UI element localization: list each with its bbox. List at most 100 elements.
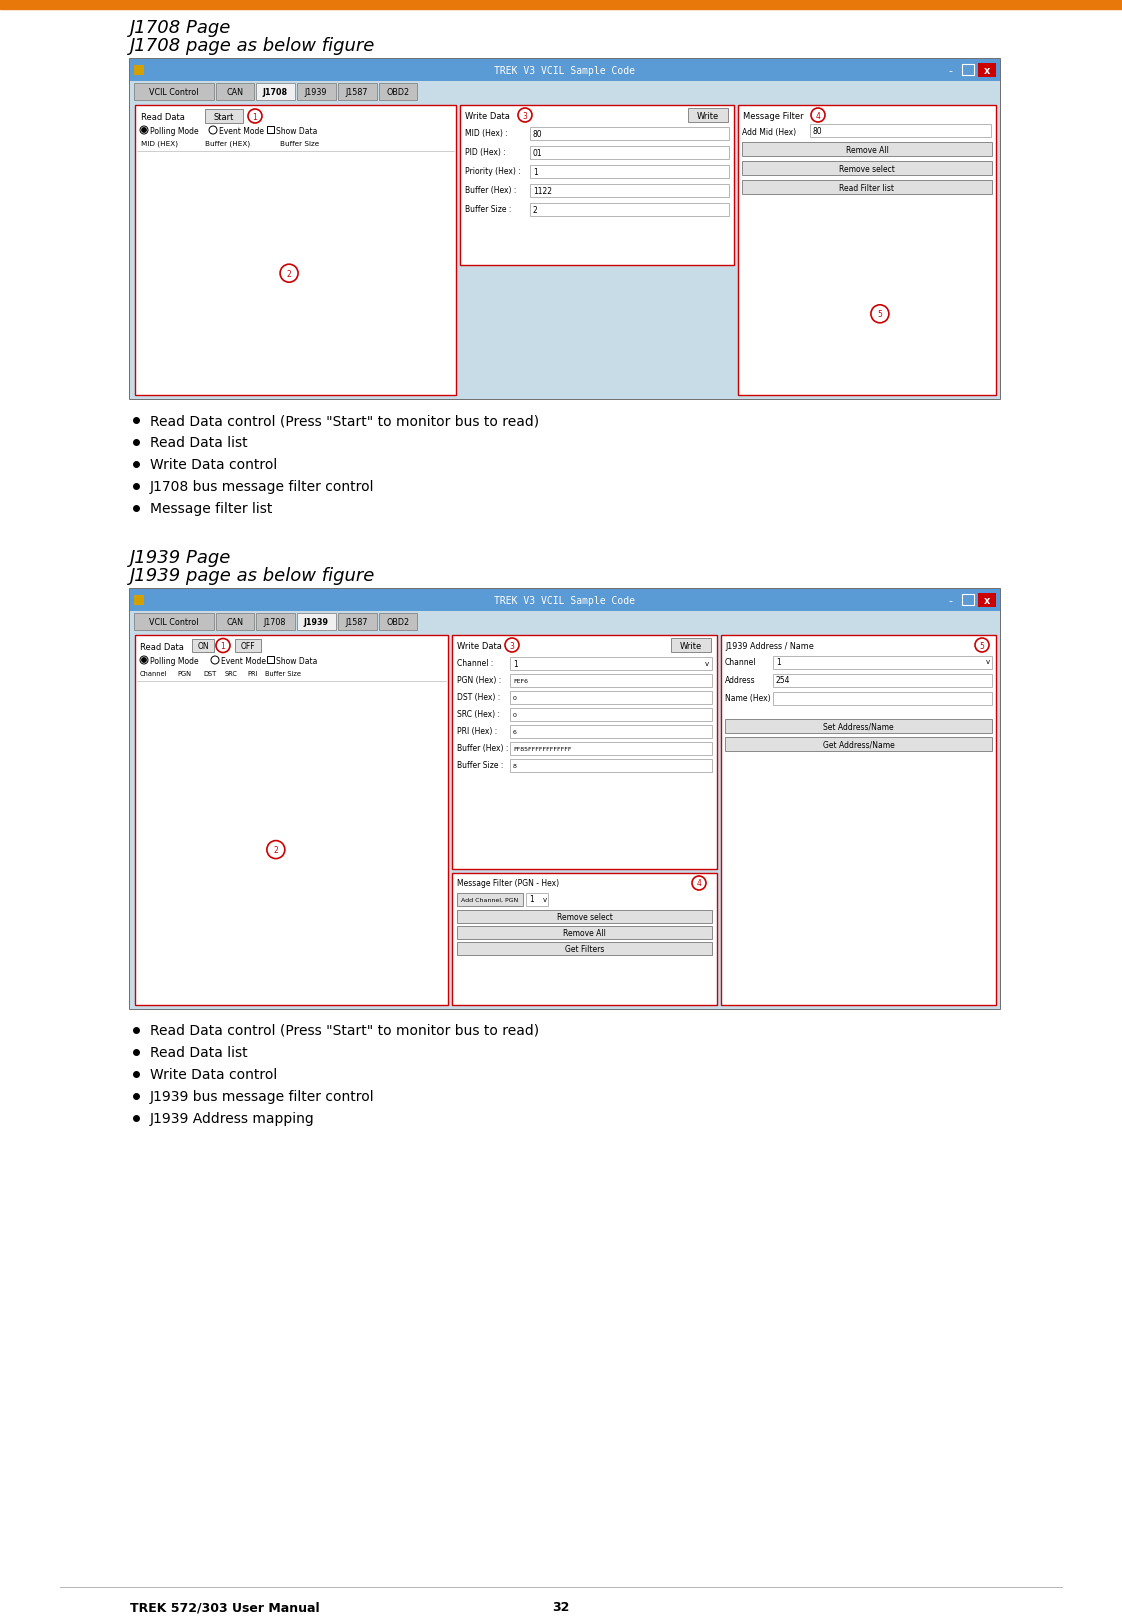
Text: Read Data: Read Data: [140, 643, 184, 651]
Text: Read Filter list: Read Filter list: [839, 183, 894, 193]
Text: VCIL Control: VCIL Control: [149, 617, 199, 626]
Text: TREK V3 VCIL Sample Code: TREK V3 VCIL Sample Code: [495, 67, 635, 76]
Text: Polling Mode: Polling Mode: [150, 127, 199, 135]
Text: 4: 4: [816, 112, 820, 120]
Bar: [130, 60, 1000, 81]
Bar: [338, 613, 377, 631]
Text: Remove All: Remove All: [846, 146, 889, 154]
Bar: [134, 84, 213, 101]
Text: 80: 80: [813, 127, 822, 135]
Text: 8: 8: [513, 763, 517, 768]
Text: J1939 Address mapping: J1939 Address mapping: [150, 1112, 315, 1125]
Bar: [511, 743, 712, 756]
Bar: [192, 639, 214, 652]
Bar: [530, 185, 729, 198]
Text: Channel :: Channel :: [457, 657, 494, 667]
Text: 1: 1: [776, 657, 781, 665]
Text: Remove select: Remove select: [839, 164, 895, 174]
Bar: [725, 737, 992, 751]
Bar: [130, 589, 1000, 612]
Text: PRI: PRI: [247, 670, 258, 677]
Text: Message Filter: Message Filter: [743, 112, 803, 120]
Bar: [526, 893, 548, 906]
Bar: [457, 893, 523, 906]
Bar: [742, 143, 992, 157]
Bar: [457, 943, 712, 956]
Bar: [0, 0, 1122, 10]
Circle shape: [141, 128, 146, 133]
Text: Read Data list: Read Data list: [150, 435, 248, 450]
Text: Add Mid (Hex): Add Mid (Hex): [742, 128, 797, 136]
Bar: [721, 636, 996, 1005]
Text: J1939 page as below figure: J1939 page as below figure: [130, 566, 376, 584]
Text: TREK 572/303 User Manual: TREK 572/303 User Manual: [130, 1600, 320, 1613]
Text: 80: 80: [533, 130, 543, 138]
Text: DST (Hex) :: DST (Hex) :: [457, 691, 500, 701]
Text: J1939 Page: J1939 Page: [130, 549, 231, 566]
Text: J1939 Address / Name: J1939 Address / Name: [725, 641, 813, 651]
Bar: [457, 927, 712, 940]
Text: ON: ON: [197, 641, 209, 651]
Text: Write Data control: Write Data control: [150, 458, 277, 472]
Text: 2: 2: [287, 269, 292, 279]
Bar: [134, 67, 144, 76]
Text: Buffer Size: Buffer Size: [280, 141, 320, 148]
Bar: [135, 636, 448, 1005]
Text: CAN: CAN: [227, 88, 243, 96]
Bar: [452, 873, 717, 1005]
Bar: [511, 760, 712, 773]
Bar: [773, 657, 992, 670]
Text: v: v: [543, 896, 548, 902]
Text: 1: 1: [513, 659, 517, 669]
Text: Show Data: Show Data: [276, 127, 318, 135]
Bar: [130, 631, 1000, 1010]
Text: 32: 32: [552, 1600, 570, 1613]
Text: Add Channel, PGN: Add Channel, PGN: [461, 898, 518, 902]
Bar: [130, 589, 1000, 1010]
Text: 1: 1: [221, 641, 226, 651]
Text: FF85FFFFFFFFFFFF: FF85FFFFFFFFFFFF: [513, 747, 571, 751]
Text: Buffer (HEX): Buffer (HEX): [205, 141, 250, 148]
Text: J1708: J1708: [264, 617, 286, 626]
Text: -: -: [948, 596, 951, 605]
Text: Buffer Size :: Buffer Size :: [465, 204, 512, 213]
Text: 01: 01: [533, 148, 543, 157]
Bar: [130, 102, 1000, 399]
Bar: [530, 128, 729, 141]
Text: J1708 bus message filter control: J1708 bus message filter control: [150, 480, 375, 493]
Bar: [267, 657, 274, 664]
Text: Read Data control (Press "Start" to monitor bus to read): Read Data control (Press "Start" to moni…: [150, 1024, 540, 1037]
Bar: [725, 719, 992, 734]
Text: x: x: [984, 596, 990, 605]
Text: 0: 0: [513, 695, 517, 700]
Text: PGN: PGN: [177, 670, 191, 677]
Text: Priority (Hex) :: Priority (Hex) :: [465, 167, 521, 175]
Text: TREK V3 VCIL Sample Code: TREK V3 VCIL Sample Code: [495, 596, 635, 605]
Text: Read Data list: Read Data list: [150, 1045, 248, 1060]
Text: FEF6: FEF6: [513, 678, 528, 683]
Bar: [338, 84, 377, 101]
Bar: [738, 105, 996, 396]
Text: 0: 0: [513, 712, 517, 717]
Bar: [511, 709, 712, 722]
Bar: [256, 84, 295, 101]
Text: DST: DST: [203, 670, 217, 677]
Text: Remove All: Remove All: [563, 928, 606, 938]
Bar: [530, 148, 729, 161]
Text: SRC: SRC: [226, 670, 238, 677]
Bar: [671, 638, 711, 652]
Text: J1708: J1708: [263, 88, 287, 96]
Text: J1708 page as below figure: J1708 page as below figure: [130, 37, 376, 55]
Text: 254: 254: [776, 675, 791, 683]
Text: MID (HEX): MID (HEX): [141, 141, 178, 148]
Text: v: v: [705, 661, 709, 667]
Bar: [134, 596, 144, 605]
Bar: [773, 675, 992, 688]
Bar: [810, 125, 991, 138]
Text: OBD2: OBD2: [386, 617, 410, 626]
Text: J1587: J1587: [346, 617, 368, 626]
Text: OBD2: OBD2: [386, 88, 410, 96]
Text: Write: Write: [680, 641, 702, 651]
Text: VCIL Control: VCIL Control: [149, 88, 199, 96]
Text: 6: 6: [513, 729, 517, 734]
